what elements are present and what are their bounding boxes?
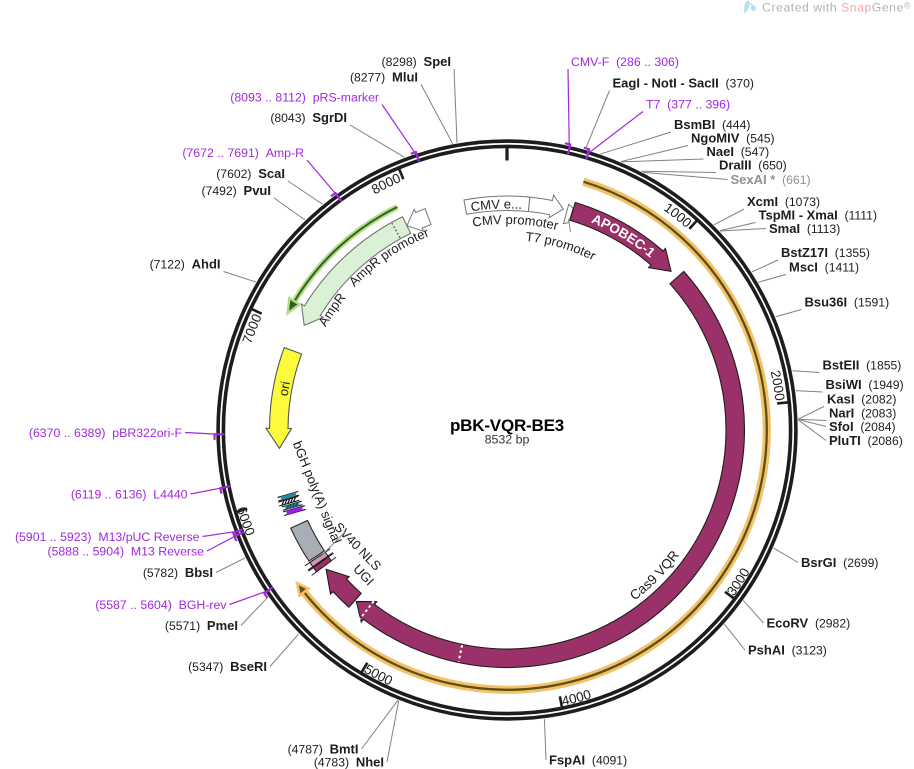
svg-text:(7122) AhdI: (7122) AhdI — [150, 257, 221, 272]
svg-text:(8093 .. 8112) pRS-marker: (8093 .. 8112) pRS-marker — [230, 91, 379, 105]
svg-text:(8277) MluI: (8277) MluI — [350, 70, 418, 85]
svg-text:(4787) BmtI: (4787) BmtI — [288, 742, 359, 757]
svg-text:SfoI (2084): SfoI (2084) — [829, 419, 896, 434]
svg-text:Bsu36I (1591): Bsu36I (1591) — [805, 295, 890, 310]
svg-text:DraIII (650): DraIII (650) — [719, 158, 787, 173]
svg-text:PshAI (3123): PshAI (3123) — [748, 643, 827, 658]
svg-text:(6370 .. 6389) pBR322ori-F: (6370 .. 6389) pBR322ori-F — [29, 426, 183, 440]
svg-text:2000: 2000 — [768, 369, 788, 401]
svg-text:(5587 .. 5604) BGH-rev: (5587 .. 5604) BGH-rev — [95, 598, 227, 612]
svg-text:(6119 .. 6136) L4440: (6119 .. 6136) L4440 — [71, 488, 188, 502]
svg-text:8532 bp: 8532 bp — [485, 433, 530, 447]
svg-text:MscI (1411): MscI (1411) — [789, 260, 859, 275]
svg-text:CMV-F (286 .. 306): CMV-F (286 .. 306) — [571, 55, 679, 69]
svg-text:PluTI (2086): PluTI (2086) — [829, 433, 903, 448]
svg-text:Created with SnapGene®: Created with SnapGene® — [762, 1, 911, 15]
svg-text:(8043) SgrDI: (8043) SgrDI — [270, 110, 347, 125]
svg-text:BsiWI (1949): BsiWI (1949) — [826, 377, 904, 392]
svg-text:EagI - NotI - SacII (370): EagI - NotI - SacII (370) — [613, 76, 754, 91]
svg-text:SexAI * (661): SexAI * (661) — [731, 172, 811, 187]
svg-text:BsmBI (444): BsmBI (444) — [674, 117, 750, 132]
svg-text:(4783) NheI: (4783) NheI — [314, 755, 384, 769]
svg-text:(5347) BseRI: (5347) BseRI — [188, 659, 267, 674]
svg-text:(5888 .. 5904) M13 Reverse: (5888 .. 5904) M13 Reverse — [47, 545, 204, 559]
svg-text:(7602) ScaI: (7602) ScaI — [216, 166, 285, 181]
svg-text:BsrGI (2699): BsrGI (2699) — [801, 555, 878, 570]
svg-text:BstEII (1855): BstEII (1855) — [823, 358, 902, 373]
svg-text:NarI (2083): NarI (2083) — [829, 406, 896, 421]
svg-text:T7 (377 .. 396): T7 (377 .. 396) — [646, 98, 730, 112]
svg-text:SmaI (1113): SmaI (1113) — [769, 221, 840, 236]
svg-text:(7492) PvuI: (7492) PvuI — [202, 183, 271, 198]
svg-text:NaeI (547): NaeI (547) — [707, 144, 770, 159]
svg-text:TspMI - XmaI (1111): TspMI - XmaI (1111) — [759, 208, 878, 223]
svg-text:CMV e...: CMV e... — [470, 196, 523, 214]
svg-text:XcmI (1073): XcmI (1073) — [747, 194, 820, 209]
svg-text:NgoMIV (545): NgoMIV (545) — [691, 131, 775, 146]
svg-text:(5901 .. 5923) M13/pUC Revers: (5901 .. 5923) M13/pUC Reverse — [15, 530, 200, 544]
svg-text:pBK-VQR-BE3: pBK-VQR-BE3 — [450, 416, 564, 435]
svg-text:(7672 .. 7691) Amp-R: (7672 .. 7691) Amp-R — [182, 146, 304, 160]
svg-text:(8298) SpeI: (8298) SpeI — [382, 54, 451, 69]
svg-text:EcoRV (2982): EcoRV (2982) — [767, 616, 851, 631]
svg-text:BstZ17I (1355): BstZ17I (1355) — [781, 245, 870, 260]
svg-text:(5782) BbsI: (5782) BbsI — [143, 565, 213, 580]
svg-text:ori: ori — [276, 380, 293, 397]
svg-text:KasI (2082): KasI (2082) — [827, 392, 896, 407]
svg-text:FspAI (4091): FspAI (4091) — [549, 753, 627, 768]
svg-text:(5571) PmeI: (5571) PmeI — [165, 618, 238, 633]
